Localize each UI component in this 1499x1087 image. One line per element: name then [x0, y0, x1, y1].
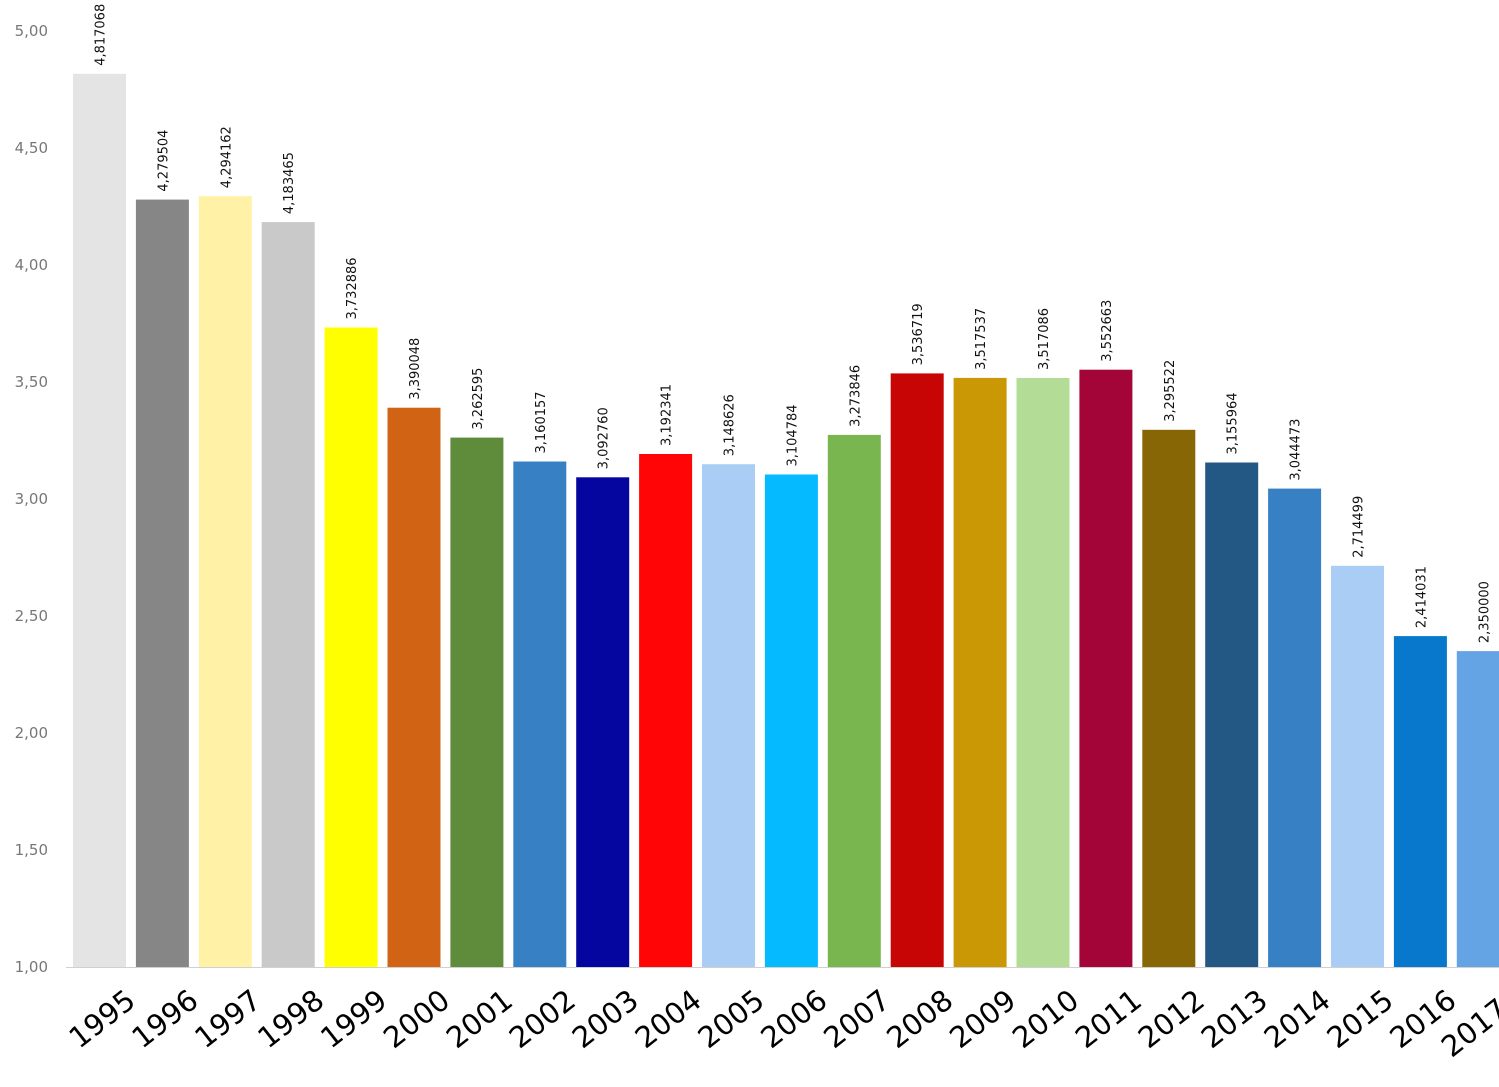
bars [73, 73, 1499, 968]
bar-1996 [135, 199, 189, 968]
bar-2010 [1016, 378, 1070, 967]
bar-2017 [1456, 651, 1499, 967]
bar-2015 [1331, 565, 1384, 967]
y-tick-label: 4,50 [15, 139, 48, 157]
data-label: 3,295522 [1163, 360, 1178, 422]
bar-2014 [1268, 488, 1322, 967]
data-label: 3,552663 [1100, 300, 1115, 362]
bar-2011 [1079, 369, 1133, 967]
x-tick-label: 1995 [63, 983, 142, 1055]
x-tick-label: 2007 [817, 983, 896, 1055]
bar-2008 [890, 373, 944, 967]
x-tick-label: 2001 [440, 983, 519, 1055]
bar-2003 [576, 477, 630, 967]
x-tick-label: 2013 [1195, 983, 1274, 1055]
bar-2000 [387, 407, 441, 967]
x-tick-label: 1997 [188, 983, 267, 1055]
bar-2013 [1205, 462, 1259, 967]
x-axis: 1995199619971998199920002001200220032004… [63, 983, 1499, 1064]
bar-1999 [324, 327, 378, 967]
data-label: 3,160157 [534, 391, 549, 453]
x-tick-label: 2011 [1069, 983, 1148, 1055]
x-tick-label: 2006 [754, 983, 833, 1055]
x-tick-label: 1999 [314, 983, 393, 1055]
x-tick-label: 2009 [943, 983, 1022, 1055]
data-label: 4,183465 [282, 152, 297, 214]
x-tick-label: 2012 [1132, 983, 1211, 1055]
x-tick-label: 2014 [1258, 983, 1337, 1055]
y-tick-label: 3,50 [15, 373, 48, 391]
data-label: 3,092760 [597, 407, 612, 469]
data-label: 3,517086 [1037, 308, 1052, 370]
x-tick-label: 2005 [692, 983, 771, 1055]
bar-2005 [702, 464, 755, 967]
data-label: 3,390048 [408, 338, 423, 400]
data-label: 4,817068 [94, 4, 109, 66]
data-label: 3,104784 [785, 404, 800, 466]
x-tick-label: 2010 [1006, 983, 1085, 1055]
data-label: 2,414031 [1414, 566, 1429, 628]
bar-2012 [1142, 429, 1196, 967]
y-tick-label: 2,00 [15, 724, 48, 742]
bar-1997 [198, 196, 252, 967]
bar-2016 [1393, 636, 1447, 967]
y-tick-label: 2,50 [15, 607, 48, 625]
data-label: 4,294162 [219, 126, 234, 188]
data-label: 3,732886 [345, 257, 360, 319]
bar-1998 [261, 222, 315, 968]
data-label: 3,044473 [1289, 419, 1304, 481]
data-label: 3,155964 [1226, 392, 1241, 454]
x-tick-label: 1996 [125, 983, 204, 1055]
y-tick-label: 3,00 [15, 490, 48, 508]
x-tick-label: 2000 [377, 983, 456, 1055]
y-tick-label: 4,00 [15, 256, 48, 274]
y-tick-label: 1,00 [15, 958, 48, 976]
x-tick-label: 1998 [251, 983, 330, 1055]
data-label: 3,148626 [723, 394, 738, 456]
data-label: 4,279504 [156, 130, 171, 192]
bar-1995 [73, 73, 126, 968]
x-tick-label: 2015 [1321, 983, 1400, 1055]
data-label: 3,536719 [911, 303, 926, 365]
data-label: 3,192341 [660, 384, 675, 446]
x-tick-label: 2004 [629, 983, 708, 1055]
x-tick-label: 2003 [566, 983, 645, 1055]
y-tick-label: 1,50 [15, 841, 48, 859]
bar-2007 [827, 434, 881, 967]
bar-2006 [764, 474, 818, 967]
bar-2002 [513, 461, 567, 967]
data-label: 2,714499 [1352, 496, 1367, 558]
y-tick-label: 5,00 [15, 22, 48, 40]
bar-2001 [450, 437, 504, 968]
x-tick-label: 2002 [503, 983, 582, 1055]
data-label: 3,517537 [974, 308, 989, 370]
data-label: 3,262595 [471, 368, 486, 430]
x-tick-label: 2008 [880, 983, 959, 1055]
data-label: 2,350000 [1477, 581, 1492, 643]
data-label: 3,273846 [848, 365, 863, 427]
bar-2009 [953, 377, 1007, 967]
data-labels: 4,817068 4,279504 4,294162 4,183465 3,732886… [94, 4, 1493, 643]
y-axis: 1,00 1,50 2,00 2,50 3,00 3,50 4,00 4,50 5,00 [15, 22, 48, 976]
bar-2004 [639, 454, 693, 967]
